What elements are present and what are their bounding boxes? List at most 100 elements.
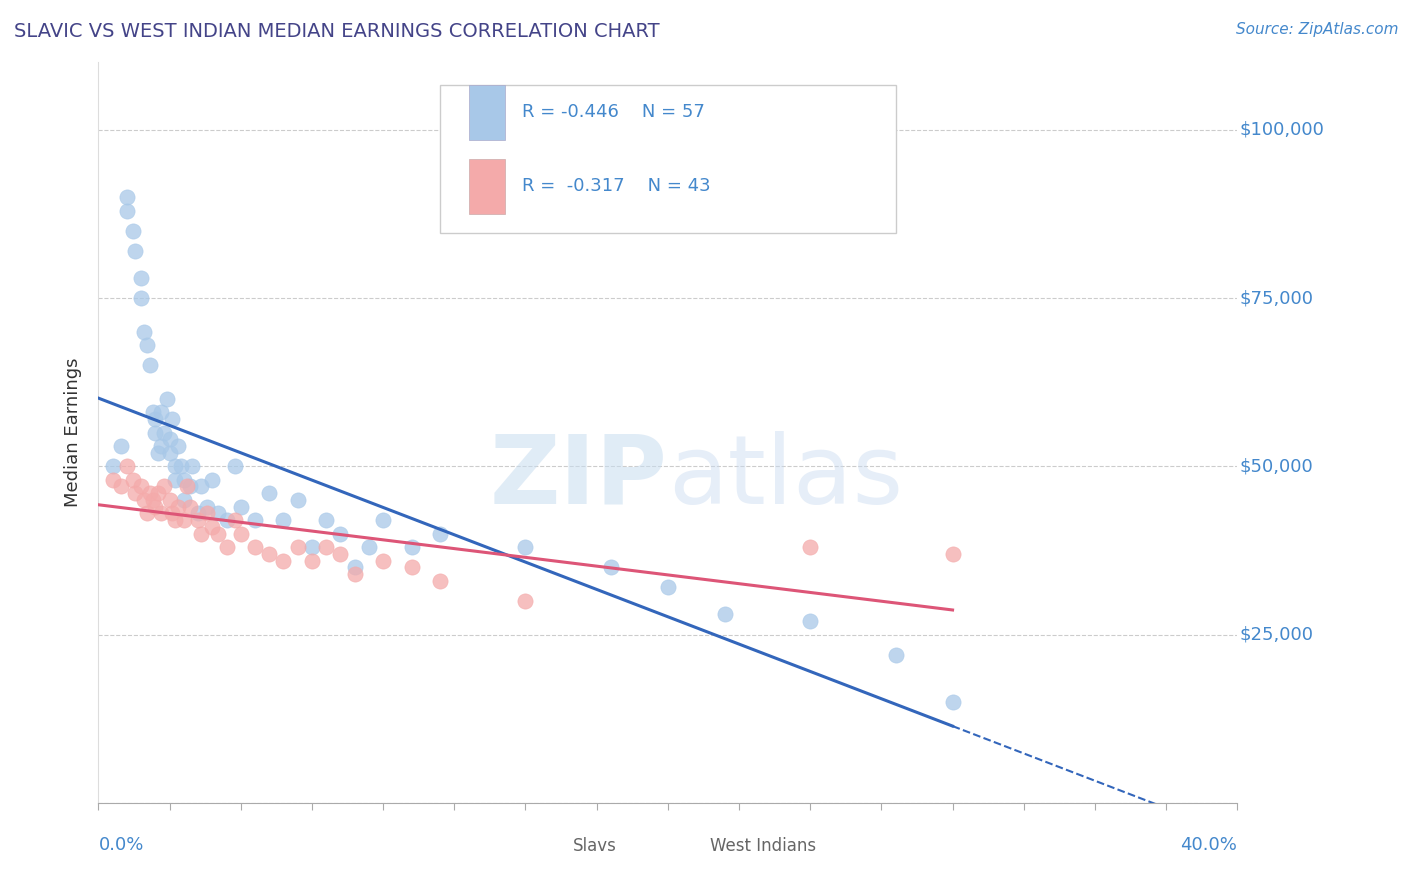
Point	[243, 513, 266, 527]
Point	[165, 459, 187, 474]
Text: 40.0%: 40.0%	[1181, 836, 1237, 855]
Point	[173, 492, 195, 507]
Point	[156, 392, 179, 406]
Point	[259, 547, 281, 561]
Point	[224, 459, 246, 474]
Point	[329, 526, 352, 541]
Point	[301, 553, 323, 567]
FancyBboxPatch shape	[440, 85, 896, 233]
Point	[600, 560, 623, 574]
Point	[150, 507, 173, 521]
Point	[942, 695, 965, 709]
Point	[150, 405, 173, 419]
Point	[429, 574, 451, 588]
Point	[181, 459, 204, 474]
Point	[884, 648, 907, 662]
Point	[115, 203, 138, 218]
Point	[942, 547, 965, 561]
Point	[515, 594, 537, 608]
Point	[173, 473, 195, 487]
Point	[165, 513, 187, 527]
Point	[215, 540, 238, 554]
Point	[138, 486, 160, 500]
Point	[190, 479, 212, 493]
Text: Source: ZipAtlas.com: Source: ZipAtlas.com	[1236, 22, 1399, 37]
Point	[153, 425, 176, 440]
Text: West Indians: West Indians	[710, 838, 815, 855]
Point	[167, 500, 190, 514]
Point	[195, 507, 218, 521]
Point	[190, 526, 212, 541]
Point	[229, 500, 252, 514]
Point	[115, 459, 138, 474]
Y-axis label: Median Earnings: Median Earnings	[65, 358, 83, 508]
Point	[343, 566, 366, 581]
Point	[110, 479, 132, 493]
Point	[201, 520, 224, 534]
Point	[207, 507, 229, 521]
Point	[273, 513, 295, 527]
Text: atlas: atlas	[668, 431, 903, 524]
Point	[150, 439, 173, 453]
Point	[145, 500, 167, 514]
Point	[215, 513, 238, 527]
Point	[179, 479, 201, 493]
Text: ZIP: ZIP	[489, 431, 668, 524]
Point	[145, 425, 167, 440]
Point	[124, 244, 146, 258]
Point	[124, 486, 146, 500]
Point	[179, 500, 201, 514]
Point	[243, 540, 266, 554]
FancyBboxPatch shape	[668, 836, 696, 866]
Point	[132, 325, 155, 339]
Point	[129, 270, 152, 285]
Point	[148, 446, 170, 460]
Text: 0.0%: 0.0%	[98, 836, 143, 855]
Point	[401, 560, 423, 574]
Text: $25,000: $25,000	[1240, 625, 1313, 643]
Point	[201, 473, 224, 487]
Point	[129, 291, 152, 305]
Point	[287, 492, 309, 507]
Point	[315, 540, 337, 554]
Point	[315, 513, 337, 527]
Point	[138, 359, 160, 373]
Point	[329, 547, 352, 561]
Point	[287, 540, 309, 554]
Point	[273, 553, 295, 567]
Text: $100,000: $100,000	[1240, 120, 1324, 139]
Point	[176, 479, 198, 493]
Point	[101, 473, 124, 487]
FancyBboxPatch shape	[468, 85, 505, 140]
Point	[101, 459, 124, 474]
Point	[148, 486, 170, 500]
FancyBboxPatch shape	[531, 836, 560, 866]
Point	[159, 492, 181, 507]
Point	[115, 190, 138, 204]
Point	[187, 513, 209, 527]
Point	[141, 405, 163, 419]
Text: $75,000: $75,000	[1240, 289, 1313, 307]
Point	[799, 614, 821, 628]
Point	[159, 433, 181, 447]
Point	[141, 492, 163, 507]
Point	[162, 412, 184, 426]
Point	[153, 479, 176, 493]
Text: Slavs: Slavs	[574, 838, 617, 855]
FancyBboxPatch shape	[468, 159, 505, 214]
Point	[259, 486, 281, 500]
Point	[129, 479, 152, 493]
Point	[195, 500, 218, 514]
Point	[429, 526, 451, 541]
Point	[132, 492, 155, 507]
Point	[170, 459, 193, 474]
Point	[714, 607, 737, 622]
Point	[657, 581, 679, 595]
Point	[165, 473, 187, 487]
Point	[159, 446, 181, 460]
Point	[121, 224, 143, 238]
Point	[207, 526, 229, 541]
Point	[229, 526, 252, 541]
Point	[373, 513, 395, 527]
Point	[224, 513, 246, 527]
